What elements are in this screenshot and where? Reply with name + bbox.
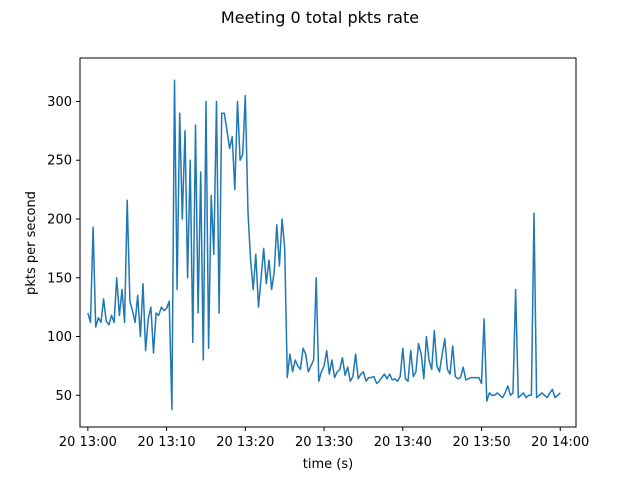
plot-area <box>87 79 561 411</box>
y-tick-label: 300 <box>47 95 72 110</box>
x-axis: 20 13:00 20 13:10 20 13:20 20 13:30 20 13:40… <box>59 427 589 450</box>
y-tick-label: 50 <box>55 389 72 404</box>
x-tick-label: 20 13:20 <box>216 435 274 450</box>
series-line-0 <box>87 79 561 411</box>
x-axis-label: time (s) <box>303 457 353 472</box>
y-tick-label: 250 <box>47 154 72 169</box>
x-tick-label: 20 13:00 <box>59 435 117 450</box>
chart-title: Meeting 0 total pkts rate <box>221 8 419 27</box>
y-tick-label: 150 <box>47 271 72 286</box>
y-tick-label: 200 <box>47 212 72 227</box>
x-tick-label: 20 13:40 <box>374 435 432 450</box>
x-tick-label: 20 14:00 <box>531 435 589 450</box>
x-tick-label: 20 13:10 <box>138 435 196 450</box>
x-tick-label: 20 13:30 <box>295 435 353 450</box>
y-axis-label: pkts per second <box>24 191 39 295</box>
x-tick-label: 20 13:50 <box>452 435 510 450</box>
y-tick-label: 100 <box>47 330 72 345</box>
plot-frame <box>79 57 577 428</box>
y-axis: 50 100 150 200 250 300 <box>47 95 80 404</box>
